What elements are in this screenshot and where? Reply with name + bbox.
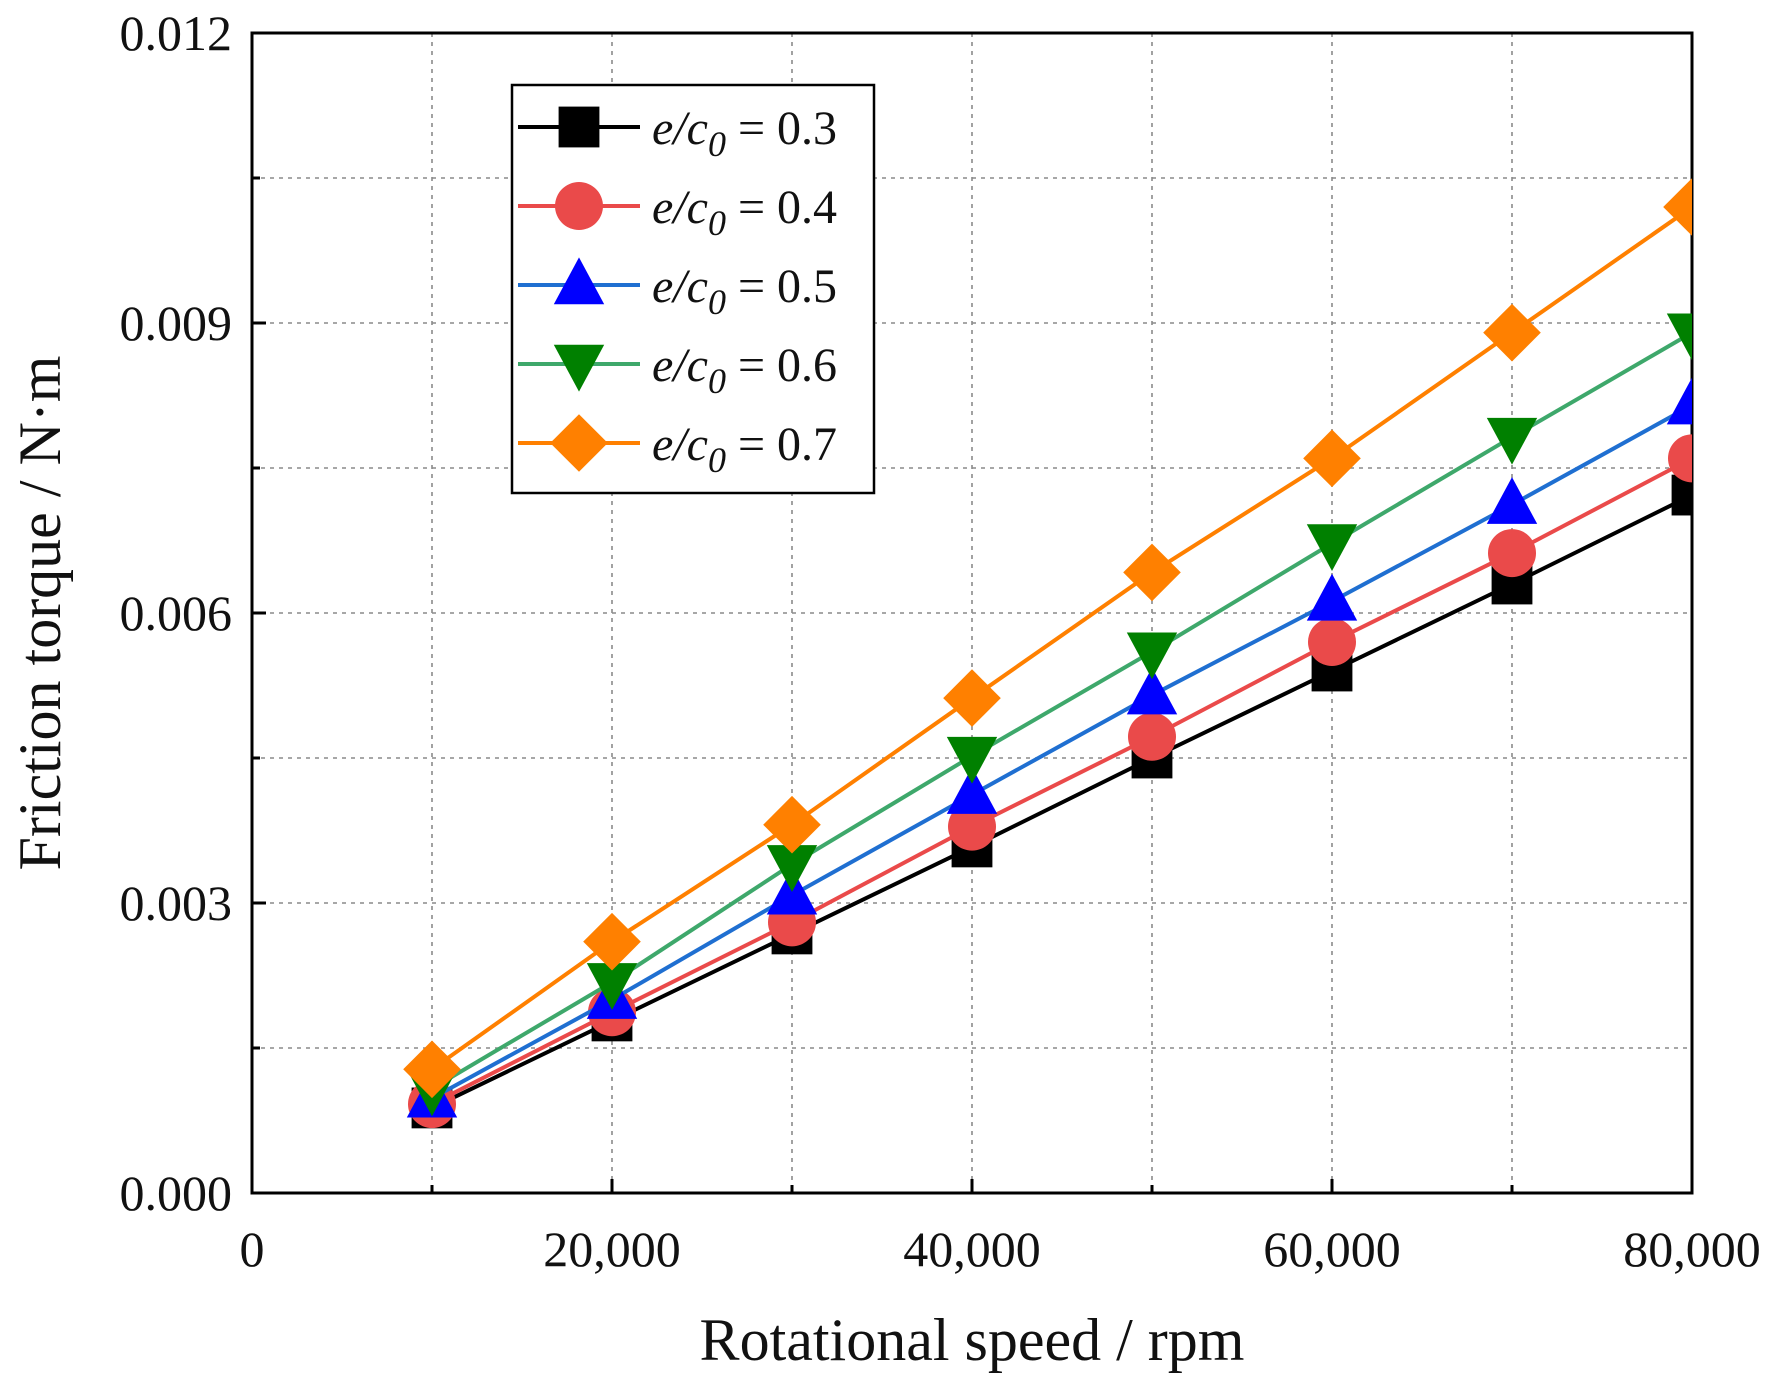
legend-label: e/c0 = 0.3 [652, 102, 837, 164]
legend: e/c0 = 0.3 e/c0 = 0.4 e/c0 = 0.5 e/c0 = 0.6… [510, 83, 876, 495]
x-tick-label: 60,000 [1263, 1221, 1401, 1277]
data-point [1666, 377, 1692, 425]
grid-layer [252, 33, 1692, 1193]
data-point [1126, 632, 1178, 680]
legend-marker [555, 182, 603, 230]
data-point [946, 736, 998, 784]
data-point [1126, 667, 1178, 715]
data-point [1488, 529, 1536, 578]
data-point [403, 1040, 461, 1099]
legend-item: e/c0 = 0.4 [518, 181, 837, 243]
data-point [763, 795, 821, 854]
series-line [431, 493, 1692, 1110]
legend-label: e/c0 = 0.5 [652, 260, 837, 322]
y-tick-label: 0.000 [120, 1165, 233, 1221]
ticks-layer: 0 20,000 40,000 60,000 80,000 0.000 0.003 0.006… [120, 5, 1761, 1277]
legend-label: e/c0 = 0.7 [652, 418, 837, 480]
legend-marker [558, 106, 600, 148]
data-point [1128, 712, 1176, 761]
data-point [943, 669, 1001, 727]
data-point [1303, 429, 1361, 488]
data-point [1308, 618, 1356, 666]
data-point [766, 845, 818, 892]
legend-marker [553, 257, 605, 305]
x-axis-title: Rotational speed / rpm [700, 1307, 1245, 1373]
data-point [1486, 477, 1538, 524]
series-1 [408, 434, 1692, 1129]
y-axis-title: Friction torque / N·m [7, 356, 73, 871]
series-4 [403, 178, 1692, 1099]
data-point [946, 767, 998, 814]
legend-item: e/c0 = 0.6 [518, 339, 837, 401]
data-point [1486, 417, 1538, 465]
x-tick-label: 80,000 [1623, 1221, 1761, 1277]
legend-label: e/c0 = 0.4 [652, 181, 837, 243]
x-tick-label: 20,000 [543, 1221, 681, 1277]
x-tick-label: 40,000 [903, 1221, 1041, 1277]
legend-label: e/c0 = 0.6 [652, 339, 837, 401]
data-point [1123, 543, 1181, 602]
data-point [586, 963, 638, 1010]
legend-marker [553, 344, 605, 392]
data-point [948, 802, 996, 851]
data-point [1668, 434, 1692, 483]
legend-item: e/c0 = 0.7 [518, 414, 837, 480]
x-tick-label: 0 [240, 1221, 265, 1277]
data-point [1663, 178, 1692, 236]
data-point [1666, 313, 1692, 361]
legend-item: e/c0 = 0.3 [518, 102, 837, 164]
y-tick-label: 0.012 [120, 5, 233, 61]
y-tick-label: 0.006 [120, 585, 233, 641]
data-point [1671, 474, 1692, 516]
legend-item: e/c0 = 0.5 [518, 257, 837, 322]
data-point [1306, 573, 1358, 621]
series-line [431, 403, 1692, 1101]
y-tick-label: 0.009 [120, 295, 233, 351]
y-tick-label: 0.003 [120, 875, 233, 931]
series-layer [403, 178, 1692, 1129]
series-2 [406, 377, 1692, 1118]
data-point [1483, 303, 1541, 362]
series-line [430, 330, 1692, 1091]
data-point [583, 912, 641, 971]
data-point [1306, 524, 1358, 571]
series-line [431, 456, 1692, 1106]
series-line [430, 205, 1692, 1071]
legend-marker [550, 414, 608, 472]
